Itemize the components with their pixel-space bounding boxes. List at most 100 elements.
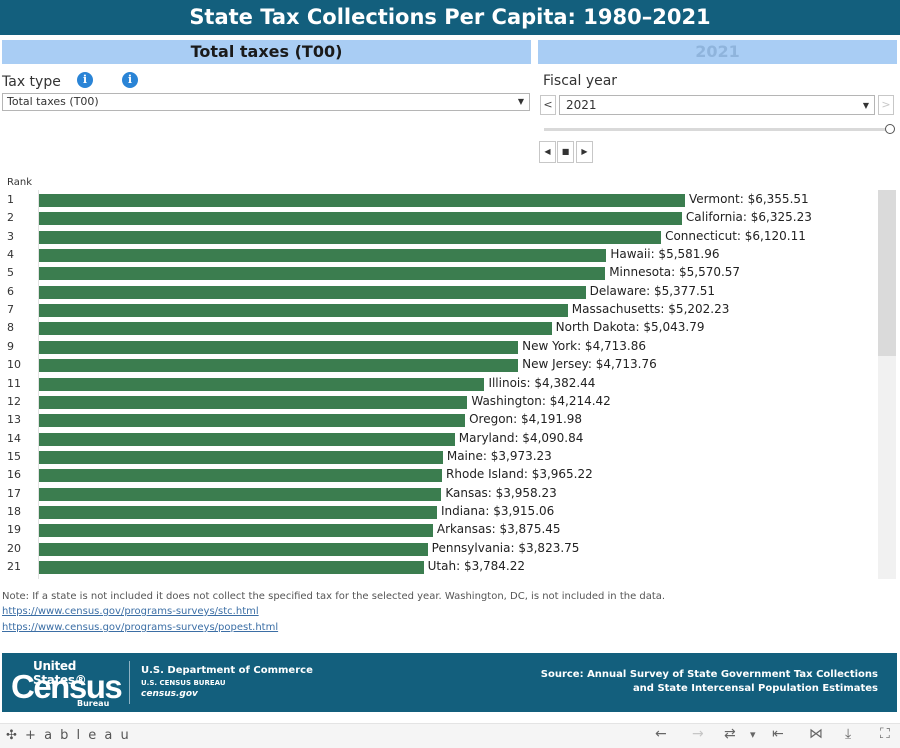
state-bar[interactable] [39,322,552,336]
rank-number: 1 [7,193,14,206]
rank-number: 10 [7,358,21,372]
bar-chart: 1 Vermont: $6,355.51 2 California: $6,325.2… [0,190,878,579]
rank-number: 9 [7,339,14,353]
rank-number: 20 [7,541,21,555]
selected-tax-header: Total taxes (T00) [2,40,531,64]
first-view-icon[interactable]: ⇤ [772,726,784,742]
logo-united-states: United States® [33,659,87,687]
info-icon[interactable]: i [77,72,93,88]
bar-value-label: Hawaii: $5,581.96 [610,247,720,262]
state-bar[interactable] [39,304,568,318]
rank-number: 6 [7,284,14,298]
tax-type-dropdown[interactable]: Total taxes (T00) ▼ [2,93,530,111]
bar-value-label: Oregon: $4,191.98 [469,412,583,427]
state-bar[interactable] [39,487,442,501]
step-back-button[interactable]: ◀ [539,141,556,163]
rank-number: 11 [7,376,21,390]
chart-scrollbar-thumb[interactable] [878,190,896,356]
fullscreen-icon[interactable]: ⛶ [880,726,890,742]
rank-number: 4 [7,248,14,262]
tableau-toolbar: ✣ + a b l e a u ← → ⇄ ▾ ⇤ ⋈ ⤓ ⛶ [0,723,900,748]
state-bar[interactable] [39,450,443,464]
download-icon[interactable]: ⤓ [845,726,852,742]
bar-value-label: Massachusetts: $5,202.23 [571,302,730,317]
step-forward-button[interactable]: ▶ [576,141,593,163]
bar-value-label: Minnesota: $5,570.57 [609,265,741,280]
previous-year-button[interactable]: < [540,95,556,115]
rank-number: 21 [7,560,21,573]
next-year-button[interactable]: > [878,95,894,115]
tax-type-label: Tax type [2,74,61,90]
state-bar[interactable] [39,267,606,281]
rank-number: 14 [7,431,21,445]
state-bar[interactable] [39,432,455,446]
bar-value-label: Indiana: $3,915.06 [440,503,555,518]
state-bar[interactable] [39,414,466,428]
redo-icon[interactable]: → [692,726,704,742]
state-bar[interactable] [39,395,468,409]
rank-number: 18 [7,504,21,518]
fiscal-year-value: 2021 [566,98,597,112]
rank-number: 17 [7,486,21,500]
rank-number: 19 [7,523,21,537]
revert-icon[interactable]: ⇄ [724,726,736,742]
census-bureau-logo[interactable]: United States® Census Bureau [11,659,123,708]
bar-value-label: California: $6,325.23 [685,210,812,225]
bar-value-label: North Dakota: $5,043.79 [555,320,705,335]
department-name: U.S. Department of Commerce [141,665,313,676]
tableau-wordmark: + a b l e a u [25,728,131,743]
stc-link[interactable]: https://www.census.gov/programs-surveys/… [2,606,259,617]
revert-options-icon[interactable]: ▾ [750,728,756,741]
state-bar[interactable] [39,285,586,299]
state-bar[interactable] [39,212,682,226]
source-line-2: and State Intercensal Population Estimat… [632,683,878,694]
share-icon[interactable]: ⋈ [809,726,823,742]
rank-column-header: Rank [7,177,32,188]
bar-value-label: Arkansas: $3,875.45 [436,522,561,537]
bar-value-label: Connecticut: $6,120.11 [665,228,806,243]
dashboard-title: State Tax Collections Per Capita: 1980–2… [0,0,900,35]
bar-value-label: Maryland: $4,090.84 [458,430,584,445]
state-bar[interactable] [39,542,428,556]
logo-bureau: Bureau [77,699,110,708]
popest-link[interactable]: https://www.census.gov/programs-surveys/… [2,622,279,633]
bar-value-label: Pennsylvania: $3,823.75 [431,540,580,555]
rank-number: 13 [7,413,21,427]
state-bar[interactable] [39,524,433,538]
bar-value-label: Washington: $4,214.42 [471,393,611,408]
rank-number: 2 [7,211,14,225]
data-note: Note: If a state is not included it does… [2,591,666,602]
state-bar[interactable] [39,249,607,263]
chart-axis-line [38,190,39,579]
bar-value-label: New York: $4,713.86 [522,338,647,353]
state-bar[interactable] [39,505,437,519]
year-slider-handle[interactable] [885,124,895,134]
rank-number: 5 [7,266,14,280]
state-bar[interactable] [39,194,685,207]
fiscal-year-label: Fiscal year [543,73,618,89]
rank-number: 3 [7,229,14,243]
info-icon[interactable]: i [122,72,138,88]
year-slider-track[interactable] [544,128,888,131]
state-bar[interactable] [39,377,485,391]
rank-number: 15 [7,449,21,463]
logo-census: Census [11,668,123,705]
state-bar[interactable] [39,359,519,373]
chevron-down-icon: ▼ [517,97,524,106]
bureau-name: U.S. CENSUS BUREAU [141,679,226,687]
bar-value-label: Kansas: $3,958.23 [445,485,557,500]
state-bar[interactable] [39,469,443,483]
rank-number: 12 [7,394,21,408]
state-bar[interactable] [39,340,519,354]
tableau-mark-icon: ✣ [6,728,19,743]
state-bar[interactable] [39,230,662,244]
tax-type-value: Total taxes (T00) [7,95,99,108]
stop-button[interactable]: ■ [557,141,574,163]
selected-year-header: 2021 [538,40,897,64]
chevron-down-icon: ▼ [862,101,869,110]
undo-icon[interactable]: ← [655,726,667,742]
state-bar[interactable] [39,561,424,574]
tableau-logo[interactable]: ✣ + a b l e a u [6,728,131,743]
fiscal-year-dropdown[interactable]: 2021 ▼ [559,95,875,115]
